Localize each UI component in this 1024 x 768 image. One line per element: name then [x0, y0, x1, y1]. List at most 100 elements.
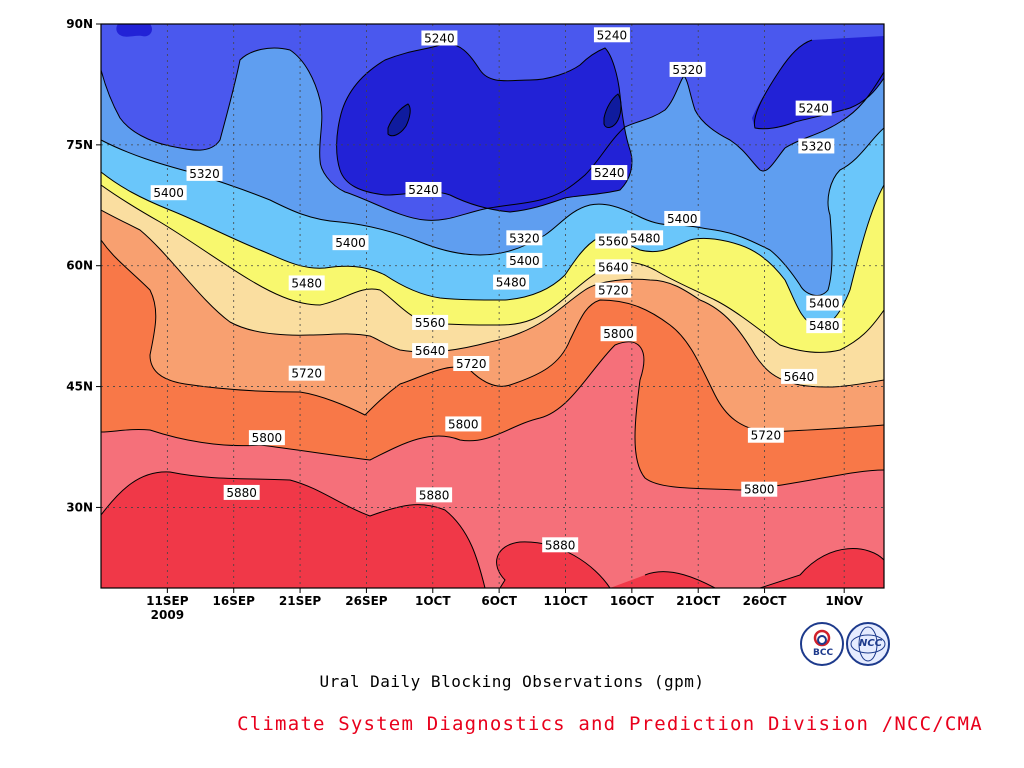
contour-label-text: 5240: [798, 102, 829, 116]
contour-label-bg: [595, 282, 632, 298]
x-tick-label: 26OCT: [743, 594, 788, 608]
x-tick-label: 11SEP: [146, 594, 189, 608]
contour-label-bg: [412, 314, 449, 330]
contour-label-bg: [506, 230, 543, 246]
contour-label-text: 5320: [801, 139, 832, 153]
contour-label-text: 5880: [545, 538, 576, 552]
contour-label-bg: [405, 181, 442, 197]
contour-label: 5880: [542, 537, 579, 553]
contour-label-text: 5880: [419, 488, 450, 502]
y-tick-label: 45N: [66, 380, 93, 394]
contour-label-bg: [798, 138, 835, 154]
contour-label: 5320: [798, 138, 835, 154]
contour-label-bg: [741, 481, 778, 497]
contour-label-bg: [627, 230, 664, 246]
contour-label: 5800: [600, 326, 637, 342]
x-tick-label: 6OCT: [481, 594, 517, 608]
contour-label: 5240: [405, 181, 442, 197]
contour-label: 5480: [288, 275, 325, 291]
contour-label-bg: [453, 356, 490, 372]
contour-label-bg: [593, 27, 630, 43]
contour-label-bg: [781, 368, 818, 384]
contour-label: 5880: [223, 484, 260, 500]
contour-label: 5400: [806, 295, 843, 311]
contour-label-bg: [223, 484, 260, 500]
contour-label-text: 5480: [496, 276, 527, 290]
y-tick-label: 75N: [66, 138, 93, 152]
contour-label-bg: [542, 537, 579, 553]
contour-label-text: 5400: [335, 236, 366, 250]
contour-label: 5240: [795, 100, 832, 116]
chart-subtitle: Ural Daily Blocking Observations (gpm): [319, 672, 705, 691]
contour-label-bg: [795, 100, 832, 116]
contour-label-bg: [664, 210, 701, 226]
contour-label-text: 5720: [751, 429, 782, 443]
contour-label: 5480: [806, 318, 843, 334]
x-tick-label: 1OCT: [415, 594, 451, 608]
contour-label-bg: [288, 275, 325, 291]
contour-label: 5640: [781, 368, 818, 384]
filled-contour-field: [101, 24, 884, 588]
contour-label: 5320: [506, 230, 543, 246]
x-tick-label: 21OCT: [676, 594, 721, 608]
ncc-logo-globe-icon: [850, 626, 886, 662]
x-tick-label: 21SEP: [279, 594, 322, 608]
contour-label-text: 5480: [630, 231, 661, 245]
contour-label-text: 5800: [252, 431, 283, 445]
contour-label: 5480: [493, 274, 530, 290]
contour-label-bg: [747, 427, 784, 443]
bcc-logo-swirl-icon: [813, 629, 831, 647]
contour-label: 5240: [593, 27, 630, 43]
contour-label-text: 5720: [291, 367, 322, 381]
contour-label: 5400: [664, 210, 701, 226]
contour-label-text: 5560: [598, 235, 629, 249]
contour-label-text: 5880: [226, 486, 257, 500]
contour-label: 5240: [591, 165, 628, 181]
contour-label-text: 5640: [784, 370, 815, 384]
contour-label-text: 5240: [597, 28, 628, 42]
y-tick-label: 90N: [66, 17, 93, 31]
contour-label-text: 5720: [598, 284, 629, 298]
contour-label-text: 5400: [153, 186, 184, 200]
contour-label: 5320: [669, 61, 706, 77]
contour-label-bg: [493, 274, 530, 290]
contour-label: 5720: [288, 365, 325, 381]
contour-label: 5880: [416, 487, 453, 503]
ncc-logo: NCC: [846, 622, 890, 666]
credit-line: Climate System Diagnostics and Predictio…: [237, 713, 983, 735]
ncc-logo-text: NCC: [859, 638, 883, 649]
contour-label-text: 5800: [448, 417, 479, 431]
x-tick-label: 11OCT: [544, 594, 589, 608]
contour-label-bg: [806, 318, 843, 334]
contour-label: 5640: [595, 259, 632, 275]
contour-lines: [101, 39, 884, 588]
contour-label: 5400: [506, 252, 543, 268]
x-tick-label: 16OCT: [610, 594, 655, 608]
contour-label-bg: [600, 326, 637, 342]
contour-label-bg: [595, 233, 632, 249]
x-tick-year-label: 2009: [151, 608, 184, 622]
contour-fill-5160: [116, 24, 884, 212]
contour-label-text: 5320: [509, 231, 540, 245]
contour-label-text: 5400: [667, 212, 698, 226]
contour-label-bg: [288, 365, 325, 381]
contour-label-bg: [595, 259, 632, 275]
contour-label-text: 5240: [408, 183, 439, 197]
contour-label-bg: [332, 235, 369, 251]
contour-label: 5320: [186, 165, 223, 181]
contour-label-text: 5640: [415, 344, 446, 358]
grid-lines: [101, 24, 884, 588]
contour-label: 5560: [595, 233, 632, 249]
contour-label-bg: [591, 165, 628, 181]
contour-label: 5720: [747, 427, 784, 443]
contour-label-bg: [506, 252, 543, 268]
contour-label-text: 5320: [189, 167, 220, 181]
y-tick-label: 60N: [66, 259, 93, 273]
contour-label-bg: [669, 61, 706, 77]
y-tick-label: 30N: [66, 500, 93, 514]
x-tick-label: 26SEP: [345, 594, 388, 608]
contour-label: 5720: [453, 356, 490, 372]
x-tick-label: 1NOV: [825, 594, 863, 608]
